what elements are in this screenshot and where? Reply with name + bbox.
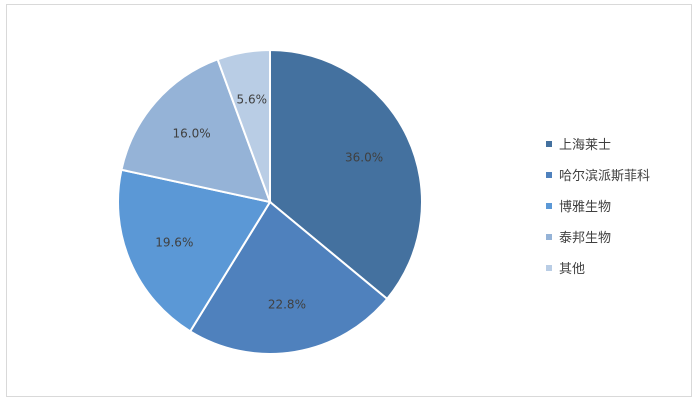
pie-slice-3 <box>117 168 272 333</box>
chart-legend: 上海莱士哈尔滨派斯菲科 博雅生物泰邦生物其他 <box>546 128 650 283</box>
legend-item: 泰邦生物 <box>546 221 650 252</box>
legend-swatch <box>546 202 552 209</box>
legend-label: 其他 <box>559 262 586 277</box>
legend-swatch <box>546 233 552 240</box>
slice-value-label: 16.0% <box>172 127 210 141</box>
legend-item: 哈尔滨派斯菲科 <box>546 159 650 190</box>
legend-swatch <box>546 264 552 271</box>
legend-item: 博雅生物 <box>546 190 650 221</box>
legend-item: 其他 <box>546 252 650 283</box>
pie-slice-4 <box>120 58 272 204</box>
legend-label: 泰邦生物 <box>559 231 612 246</box>
legend-item: 上海莱士 <box>546 128 650 159</box>
pie-slice-5 <box>216 48 271 203</box>
pie-slice-1 <box>269 48 423 301</box>
slice-value-label: 22.8% <box>268 298 306 312</box>
legend-swatch <box>546 140 552 147</box>
slice-value-label: 5.6% <box>237 93 268 107</box>
slice-value-label: 19.6% <box>155 236 193 250</box>
legend-label: 博雅生物 <box>559 200 612 215</box>
legend-swatch <box>546 171 552 178</box>
legend-label: 上海莱士 <box>559 138 612 153</box>
pie-slice-2 <box>188 200 389 355</box>
legend-label: 哈尔滨派斯菲科 <box>559 169 651 184</box>
slice-value-label: 36.0% <box>345 151 383 165</box>
